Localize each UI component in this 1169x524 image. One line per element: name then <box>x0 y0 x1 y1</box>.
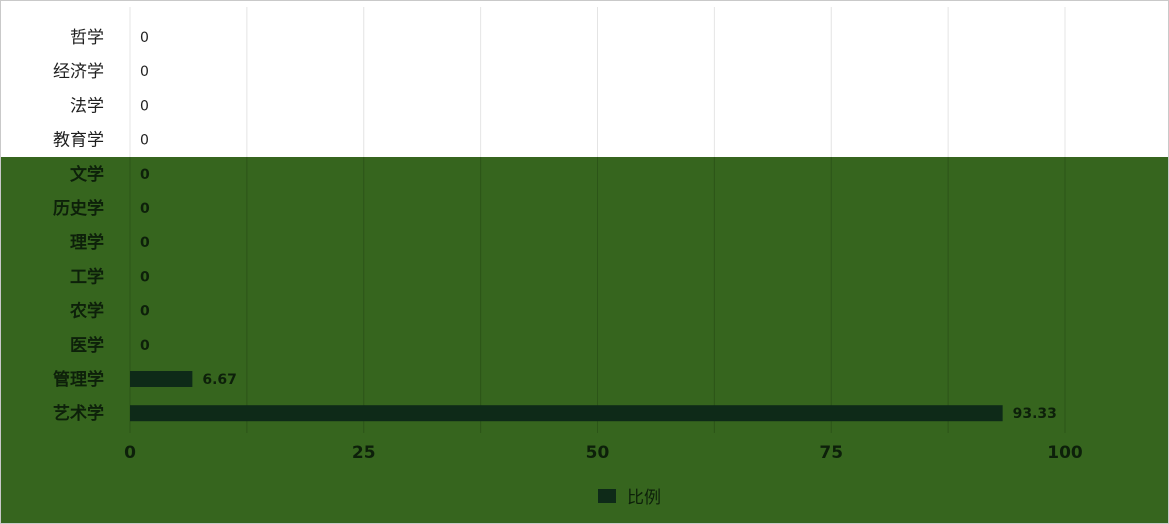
value-label: 93.33 <box>1013 406 1057 422</box>
legend-swatch[interactable] <box>598 489 616 503</box>
grid-lines <box>129 7 1066 433</box>
x-tick-label: 0 <box>124 443 136 463</box>
category-label: 理学 <box>70 232 104 253</box>
value-label: 0 <box>140 269 150 285</box>
x-tick-label: 75 <box>819 443 843 463</box>
category-label: 艺术学 <box>53 403 104 424</box>
value-label: 0 <box>140 201 150 217</box>
value-label: 0 <box>140 30 149 46</box>
category-label: 教育学 <box>53 131 104 151</box>
category-label: 历史学 <box>53 198 104 219</box>
category-label: 法学 <box>70 96 104 116</box>
category-label: 哲学 <box>70 28 104 48</box>
green-overlay-panel <box>1 157 1168 523</box>
value-label: 0 <box>140 64 149 80</box>
x-tick-label: 100 <box>1047 443 1083 463</box>
category-label: 农学 <box>69 301 104 322</box>
x-axis-ticks: 0 25 50 75 100 <box>124 443 1083 463</box>
value-label: 0 <box>140 98 149 114</box>
bars <box>130 371 1003 422</box>
category-label: 文学 <box>70 164 104 185</box>
category-label: 医学 <box>70 335 104 356</box>
value-labels: 0 0 0 0 0 0 0 0 0 0 6.67 93.33 <box>140 30 1057 422</box>
value-label: 0 <box>140 304 150 320</box>
value-label: 0 <box>140 167 150 183</box>
category-label: 经济学 <box>53 62 104 82</box>
value-label: 0 <box>140 235 150 251</box>
legend[interactable]: 比例 <box>598 488 661 508</box>
bar[interactable] <box>130 405 1003 422</box>
x-tick-label: 50 <box>586 443 610 463</box>
category-label: 管理学 <box>53 369 104 390</box>
legend-label[interactable]: 比例 <box>627 488 661 508</box>
category-label: 工学 <box>70 266 104 287</box>
x-tick-label: 25 <box>352 443 376 463</box>
value-label: 0 <box>140 338 150 354</box>
value-label: 0 <box>140 133 149 149</box>
value-label: 6.67 <box>202 372 237 388</box>
bar[interactable] <box>130 371 193 387</box>
